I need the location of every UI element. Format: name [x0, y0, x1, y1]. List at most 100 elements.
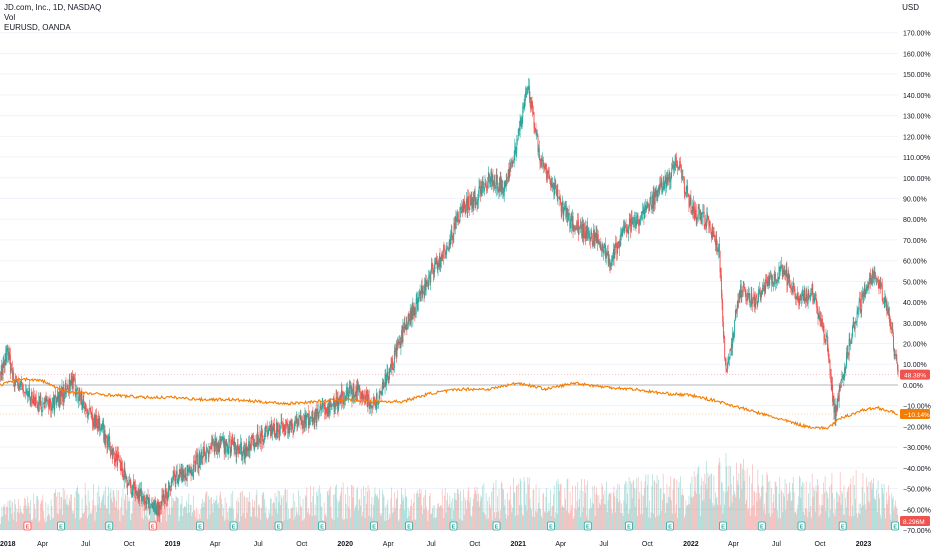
earnings-marker[interactable]: E — [547, 521, 555, 531]
volume-bar — [854, 499, 856, 530]
earnings-marker[interactable]: E — [105, 521, 114, 531]
candle-body — [366, 391, 368, 396]
candle-body — [302, 427, 304, 429]
volume-bar — [436, 508, 438, 530]
earnings-marker[interactable]: E — [196, 521, 204, 531]
candle-body — [707, 219, 709, 221]
candle-body — [217, 444, 219, 452]
volume-bar — [486, 519, 488, 530]
volume-bar — [416, 493, 417, 530]
earnings-marker[interactable]: E — [274, 521, 283, 531]
earnings-marker[interactable]: E — [57, 521, 65, 531]
candle-body — [254, 443, 256, 450]
earnings-marker[interactable]: E — [148, 521, 157, 531]
candle-body — [188, 469, 189, 473]
legend-compare-symbol[interactable]: EURUSD, OANDA — [4, 23, 71, 32]
candle-body — [342, 399, 344, 404]
candle-body — [501, 178, 503, 194]
earnings-marker[interactable]: E — [838, 521, 847, 531]
volume-bar — [379, 488, 380, 530]
volume-bar — [228, 508, 230, 530]
volume-bar — [3, 507, 5, 530]
volume-bar — [491, 519, 493, 530]
earnings-marker[interactable]: E — [719, 521, 727, 531]
candle-body — [144, 500, 146, 503]
volume-bar — [873, 478, 874, 530]
earnings-marker[interactable]: E — [797, 521, 806, 531]
candle-body — [10, 369, 12, 373]
legend-volume[interactable]: Vol — [4, 13, 16, 22]
candle-body — [522, 106, 524, 118]
volume-bar — [603, 504, 605, 530]
volume-bar — [808, 493, 809, 530]
candle-body — [758, 289, 760, 293]
earnings-marker[interactable]: E — [370, 521, 378, 531]
candle-body — [18, 384, 20, 387]
y-axis[interactable]: −70.00%−60.00%−50.00%−40.00%−30.00%−20.0… — [903, 31, 931, 535]
candle-body — [385, 374, 387, 385]
candle-body — [791, 290, 793, 293]
earnings-marker[interactable]: E — [583, 521, 592, 531]
volume-bar — [652, 474, 653, 530]
volume-bar — [60, 496, 62, 530]
candle-body — [470, 198, 472, 206]
candle-body — [73, 377, 75, 382]
candle-body — [809, 295, 811, 297]
candle-body — [632, 221, 634, 223]
legend-main-symbol[interactable]: JD.com, Inc., 1D, NASDAQ — [4, 3, 102, 12]
volume-bar — [15, 521, 17, 530]
candle-body — [339, 395, 341, 399]
volume-bar — [848, 515, 850, 530]
currency-label[interactable]: USD — [902, 3, 919, 12]
earnings-marker[interactable]: E — [625, 521, 633, 531]
volume-bar — [114, 496, 116, 530]
earnings-marker-label: E — [841, 525, 845, 531]
x-axis[interactable]: 2018 Apr Jul Oct 2019 Apr Jul Oct 2020 Apr Jul Oct 2… — [0, 541, 871, 548]
volume-bar — [578, 498, 580, 530]
earnings-marker[interactable]: E — [449, 521, 458, 531]
candle-body — [854, 326, 855, 330]
candle-body — [238, 447, 240, 454]
earnings-marker[interactable]: E — [891, 521, 900, 531]
volume-bar — [512, 477, 514, 530]
candle-body — [242, 452, 244, 457]
volume-bar — [790, 500, 792, 530]
volume-bar — [186, 500, 187, 530]
candle-body — [785, 269, 787, 272]
volume-bar — [343, 519, 345, 530]
volume-bar — [192, 495, 194, 530]
volume-bar — [750, 508, 752, 530]
volume-bar — [509, 485, 511, 530]
volume-bar — [575, 510, 577, 530]
earnings-marker[interactable]: E — [23, 521, 32, 531]
volume-bar — [282, 495, 284, 530]
candle-body — [772, 281, 774, 284]
candle-body — [568, 212, 570, 215]
candle-body — [679, 161, 681, 168]
candle-body — [72, 376, 74, 389]
earnings-marker[interactable]: E — [318, 521, 326, 531]
y-tick-label: 90.00% — [903, 196, 927, 203]
candle-body — [727, 358, 729, 364]
volume-bar — [822, 505, 824, 530]
earnings-marker[interactable]: E — [229, 521, 238, 531]
earnings-marker[interactable]: E — [405, 521, 413, 531]
candle-body — [722, 322, 724, 336]
candle-body — [634, 217, 636, 223]
candle-body — [315, 409, 317, 423]
volume-bar — [606, 481, 607, 530]
candle-body — [851, 336, 853, 344]
volume-bar — [340, 492, 342, 530]
earnings-marker[interactable]: E — [666, 521, 674, 531]
candle-body — [155, 507, 157, 515]
volume-bar — [327, 490, 329, 530]
earnings-marker[interactable]: E — [757, 521, 766, 531]
volume-bar — [739, 498, 741, 530]
volume-bar — [93, 483, 94, 530]
volume-bar — [396, 497, 398, 530]
volume-bar — [748, 507, 750, 530]
earnings-marker[interactable]: E — [492, 521, 501, 531]
volume-bar — [375, 493, 377, 530]
candle-body — [387, 377, 389, 383]
